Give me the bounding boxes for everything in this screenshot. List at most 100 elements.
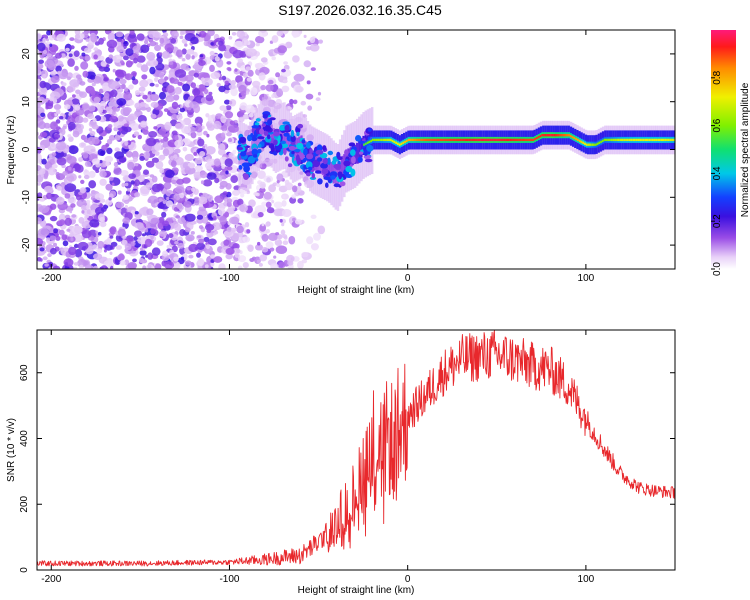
noise-speckle [80,61,89,70]
noise-speckle [255,42,260,47]
noise-speckle [232,149,237,155]
noise-speckle [198,36,205,42]
noise-speckle [273,255,277,259]
signal-ridge-core [416,138,419,142]
signal-ridge-core [623,138,626,142]
noise-speckle [165,169,175,178]
noise-speckle [257,170,266,179]
noise-speckle [140,64,149,73]
noise-speckle [99,220,107,228]
signal-blob [306,153,314,160]
signal-band [285,129,288,149]
noise-speckle [89,130,96,136]
signal-blob [338,172,343,180]
noise-speckle [61,234,68,241]
noise-speckle [280,229,286,236]
noise-speckle [190,82,196,89]
noise-speckle [221,165,226,169]
noise-speckle [125,73,133,81]
signal-ridge-core [584,142,587,145]
noise-speckle [259,187,266,193]
noise-speckle [190,231,195,235]
noise-speckle [44,59,55,68]
signal-ridge-core [582,141,585,144]
noise-speckle [142,94,148,100]
snr-y-label: SNR (10 * v/v) [6,418,17,482]
noise-speckle [257,241,261,246]
noise-speckle [163,108,169,112]
noise-speckle [177,242,185,249]
signal-ridge-core [454,138,456,142]
signal-ridge-core [609,138,612,142]
noise-speckle [59,116,64,120]
noise-speckle [150,217,160,225]
noise-speckle [179,192,185,199]
noise-speckle [52,265,61,269]
noise-speckle [90,33,98,43]
colorbar-tick-label: 0.6 [712,118,723,132]
x-tick-label: -200 [41,574,61,585]
noise-speckle [154,142,162,152]
noise-speckle [194,199,200,206]
signal-ridge-core [632,138,635,142]
noise-speckle [241,38,249,47]
noise-speckle [255,192,260,197]
signal-ridge-core [628,138,631,142]
noise-speckle [218,143,226,152]
signal-blob [355,135,362,142]
noise-speckle [123,41,128,45]
noise-speckle [174,69,187,78]
noise-speckle [247,69,254,77]
noise-speckle [72,94,76,98]
noise-speckle [276,173,284,182]
noise-speckle [69,45,75,50]
noise-speckle [200,180,205,185]
noise-speckle [271,56,277,61]
signal-ridge-core [395,141,398,144]
noise-speckle [274,239,283,246]
noise-speckle [93,54,98,60]
noise-speckle [168,71,175,80]
noise-speckle [37,237,43,246]
noise-speckle [122,107,132,114]
noise-speckle [117,190,122,195]
noise-speckle [158,72,165,79]
noise-speckle [184,260,192,266]
noise-speckle [306,236,314,245]
signal-ridge-core [653,138,656,142]
noise-speckle [144,228,149,233]
noise-speckle [260,57,268,63]
signal-ridge-core [664,138,667,142]
noise-speckle [277,234,283,240]
noise-speckle [106,138,113,145]
signal-ridge-core [423,138,426,142]
noise-speckle [84,55,91,61]
signal-ridge-core [448,138,451,142]
signal-ridge-core [459,138,462,142]
noise-speckle [139,156,145,161]
noise-speckle [88,180,97,189]
noise-speckle [39,258,43,262]
noise-speckle [196,252,201,258]
noise-speckle [303,34,307,39]
signal-ridge-core [528,138,531,142]
noise-speckle [149,174,155,178]
signal-blob [295,154,300,162]
signal-ridge-core [495,138,497,142]
noise-speckle [225,247,235,255]
noise-speckle [38,59,44,64]
noise-speckle [130,124,134,128]
noise-speckle [138,86,146,92]
colorbar-tick-label: 0.8 [712,70,723,84]
signal-ridge-core [407,138,410,142]
signal-ridge-core [484,138,487,142]
signal-blob [363,154,372,160]
noise-speckle [310,214,317,219]
noise-speckle [164,43,174,53]
signal-ridge-core [479,138,481,142]
noise-speckle [281,209,292,217]
noise-speckle [124,259,130,266]
noise-speckle [174,223,182,231]
noise-speckle [179,246,186,255]
y-tick-label: 600 [19,364,30,381]
